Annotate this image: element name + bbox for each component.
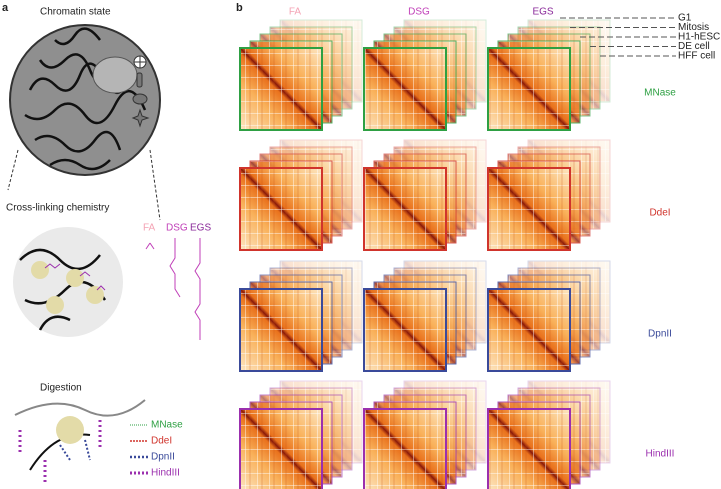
nucleus — [9, 24, 161, 176]
heatmap-border — [487, 288, 571, 372]
heatmap-texture — [364, 168, 446, 250]
heatmap-border — [239, 167, 323, 251]
zoom-nucleus — [13, 227, 123, 337]
heatmap — [239, 288, 323, 372]
heatmap — [487, 288, 571, 372]
enzyme-label: HindIII — [151, 468, 180, 479]
heatmap — [239, 167, 323, 251]
heatmap-border — [487, 167, 571, 251]
stack-legend-label: HFF cell — [678, 51, 715, 62]
state-icons — [131, 55, 150, 128]
heatmap — [363, 47, 447, 131]
zoom-lines — [7, 149, 161, 221]
column-header: EGS — [532, 7, 553, 18]
heatmap-border — [363, 288, 447, 372]
heatmap-texture — [364, 48, 446, 130]
heatmap-texture — [240, 289, 322, 371]
heatmap — [487, 47, 571, 131]
section-title: Chromatin state — [40, 7, 111, 18]
heatmap-texture — [488, 48, 570, 130]
heatmap-texture — [488, 168, 570, 250]
stack-legend-label: G1 — [678, 13, 692, 24]
heatmap-texture — [488, 289, 570, 371]
row-label: DdeI — [649, 208, 670, 219]
heatmap — [363, 408, 447, 489]
stack-legend-label: Mitosis — [678, 22, 709, 33]
enzyme-legend — [130, 424, 148, 475]
heatmap-border — [363, 167, 447, 251]
row-label: DpnII — [648, 329, 672, 340]
heatmap-border — [363, 47, 447, 131]
crosslinker-label: FA — [143, 223, 156, 234]
heatmap-texture — [364, 289, 446, 371]
heatmap-border — [487, 408, 571, 489]
heatmap-border — [363, 408, 447, 489]
enzyme-label: DdeI — [151, 436, 172, 447]
heatmap-texture — [240, 48, 322, 130]
panel-label: a — [2, 2, 9, 14]
heatmap-border — [239, 47, 323, 131]
panel-label: b — [236, 2, 243, 14]
heatmap-border — [239, 288, 323, 372]
crosslinker-label: DSG — [166, 223, 188, 234]
heatmap-border — [487, 47, 571, 131]
heatmap-texture — [488, 409, 570, 489]
enzyme-label: DpnII — [151, 452, 175, 463]
heatmap-texture — [240, 409, 322, 489]
heatmap — [239, 408, 323, 489]
heatmap — [487, 167, 571, 251]
chemical-structures — [145, 238, 201, 340]
column-header: FA — [289, 7, 302, 18]
heatmap-texture — [364, 409, 446, 489]
heatmap — [363, 167, 447, 251]
crosslinker-label: EGS — [190, 223, 211, 234]
stack-legend-label: DE cell — [678, 41, 710, 52]
heatmap — [363, 288, 447, 372]
stack-legend-label: H1-hESC — [678, 32, 720, 43]
heatmap — [239, 47, 323, 131]
row-label: MNase — [644, 88, 676, 99]
digestion-diagram — [14, 399, 146, 485]
heatmap-texture — [240, 168, 322, 250]
heatmap-grid: FA DSG EGS MNase DdeI DpnII HindIII G1MitosisH1… — [239, 7, 720, 489]
section-title: Digestion — [40, 383, 82, 394]
heatmap-border — [239, 408, 323, 489]
heatmap — [487, 408, 571, 489]
row-label: HindIII — [646, 449, 675, 460]
column-header: DSG — [408, 7, 430, 18]
enzyme-label: MNase — [151, 420, 183, 431]
section-title: Cross-linking chemistry — [6, 203, 109, 214]
